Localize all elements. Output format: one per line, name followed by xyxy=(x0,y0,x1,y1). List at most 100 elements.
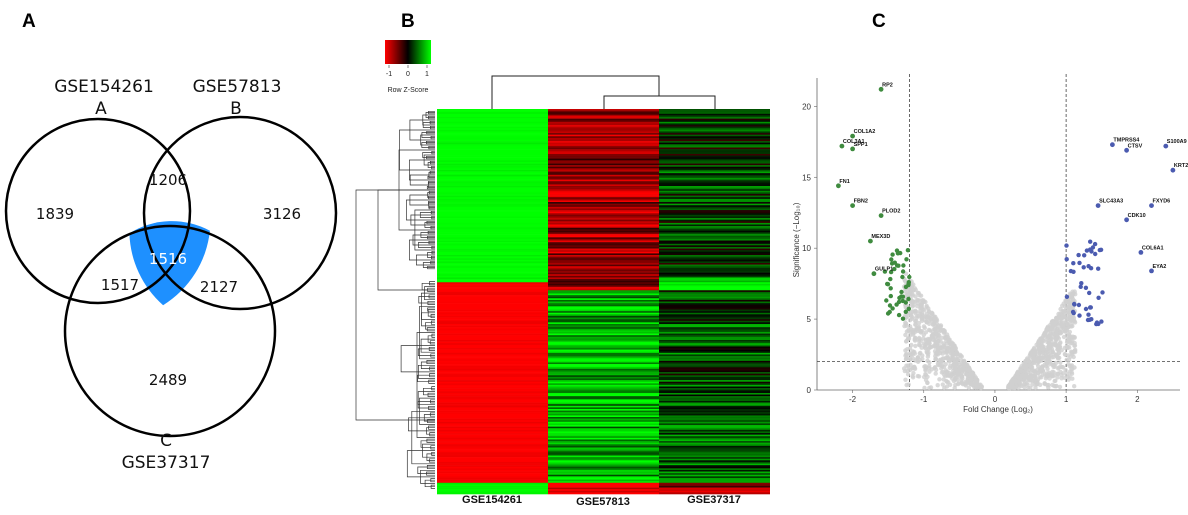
heatmap-cell xyxy=(659,296,770,299)
volcano-labeled-point xyxy=(1163,143,1169,149)
heatmap-cell xyxy=(548,381,659,384)
heatmap-cell xyxy=(437,415,548,418)
heatmap-cell xyxy=(437,490,548,493)
dendrogram-branch xyxy=(417,391,435,406)
heatmap-cell xyxy=(437,173,548,176)
volcano-point-ns xyxy=(1033,385,1038,391)
dendrogram-branch xyxy=(427,419,435,424)
heatmap-cell xyxy=(548,431,659,434)
volcano-ytick-label: 5 xyxy=(807,315,812,324)
heatmap-cell xyxy=(659,421,770,424)
heatmap-cell xyxy=(437,407,548,410)
heatmap-cell xyxy=(659,327,770,330)
heatmap-cell xyxy=(659,256,770,259)
dendrogram-branch xyxy=(429,373,435,378)
heatmap-cell xyxy=(548,447,659,450)
heatmap-cell xyxy=(659,210,770,212)
volcano-point-ns xyxy=(919,302,924,307)
heatmap-cell xyxy=(548,145,659,148)
volcano-point-ns xyxy=(920,353,925,358)
heatmap-cell xyxy=(548,256,659,259)
dendrogram-branch xyxy=(409,174,435,186)
heatmap-cell xyxy=(659,360,770,363)
heatmap-cell xyxy=(548,461,659,464)
heatmap-cell xyxy=(548,123,659,126)
heatmap-cell xyxy=(548,263,659,265)
dendrogram-branch xyxy=(418,242,435,248)
volcano-point-ns xyxy=(1019,364,1024,369)
heatmap-cell xyxy=(548,437,659,440)
heatmap-cell xyxy=(548,481,659,484)
dendrogram-branch xyxy=(425,112,435,118)
heatmap-cell xyxy=(548,226,659,228)
heatmap-cell xyxy=(659,269,770,272)
heatmap-cell xyxy=(659,117,770,119)
heatmap-cell xyxy=(548,264,659,267)
dendrogram-branch xyxy=(428,195,435,200)
volcano-point-ns xyxy=(974,378,979,384)
dendrogram-branch xyxy=(406,450,435,478)
heatmap-cell xyxy=(548,234,659,237)
heatmap-cell xyxy=(548,314,659,317)
heatmap-cell xyxy=(548,429,659,432)
heatmap-cell xyxy=(548,296,659,299)
volcano-point-ns xyxy=(1065,375,1071,380)
heatmap-cell xyxy=(437,142,548,145)
heatmap-cell xyxy=(659,471,770,474)
heatmap-cell xyxy=(659,373,770,376)
heatmap-cell xyxy=(548,415,659,418)
dendrogram-branch xyxy=(427,392,435,397)
volcano-point-down xyxy=(904,257,909,262)
heatmap-cell xyxy=(548,295,659,297)
heatmap-cell xyxy=(659,341,770,344)
heatmap-cell xyxy=(659,415,770,418)
volcano-point-ns xyxy=(949,351,954,356)
heatmap-cell xyxy=(659,330,770,333)
heatmap-cell xyxy=(548,485,659,488)
volcano-point-ns xyxy=(913,322,918,327)
dendrogram-branch xyxy=(426,427,435,435)
heatmap-cell xyxy=(659,352,770,355)
volcano-point-down xyxy=(894,263,900,268)
heatmap-cell xyxy=(437,360,548,363)
zscore-tick-label: 0 xyxy=(406,71,410,78)
heatmap-cell xyxy=(437,413,548,416)
volcano-point-ns xyxy=(963,383,968,388)
dendrogram-branch xyxy=(424,479,435,488)
heatmap-cell xyxy=(437,112,548,115)
heatmap-cell xyxy=(659,238,770,241)
heatmap-cell xyxy=(548,171,659,174)
venn-set-c-dataset: GSE37317 xyxy=(122,453,211,473)
heatmap-cell xyxy=(437,457,548,459)
volcano-point-ns xyxy=(1054,337,1059,342)
volcano-point-down xyxy=(894,248,900,253)
volcano-point-ns xyxy=(921,324,927,329)
heatmap-cell xyxy=(437,433,548,435)
volcano-point-ns xyxy=(1045,366,1050,371)
heatmap-cell xyxy=(548,444,659,447)
volcano-point-down xyxy=(896,299,902,305)
heatmap-cell xyxy=(548,391,659,394)
volcano-point-ns xyxy=(969,381,974,387)
volcano-point-ns xyxy=(913,358,918,363)
heatmap-cell xyxy=(437,134,548,137)
heatmap-cell xyxy=(659,218,770,220)
heatmap-cell xyxy=(548,240,659,243)
volcano-point-up xyxy=(1098,247,1104,252)
heatmap-cell xyxy=(659,444,770,447)
heatmap-cell xyxy=(548,194,659,196)
heatmap-cell xyxy=(659,181,770,184)
heatmap-cell xyxy=(437,468,548,471)
heatmap-cell xyxy=(437,306,548,309)
heatmap-cell xyxy=(659,304,770,307)
heatmap-cell xyxy=(437,230,548,233)
heatmap-cell xyxy=(659,271,770,273)
heatmap-cell xyxy=(437,449,548,451)
volcano-point-ns xyxy=(933,327,938,332)
dendrogram-branch xyxy=(428,240,435,245)
volcano-point-ns xyxy=(1063,298,1068,303)
dendrogram-branch xyxy=(426,471,435,476)
volcano-point-ns xyxy=(1054,328,1059,334)
volcano-point-ns xyxy=(1043,376,1049,381)
heatmap-cell xyxy=(659,453,770,456)
